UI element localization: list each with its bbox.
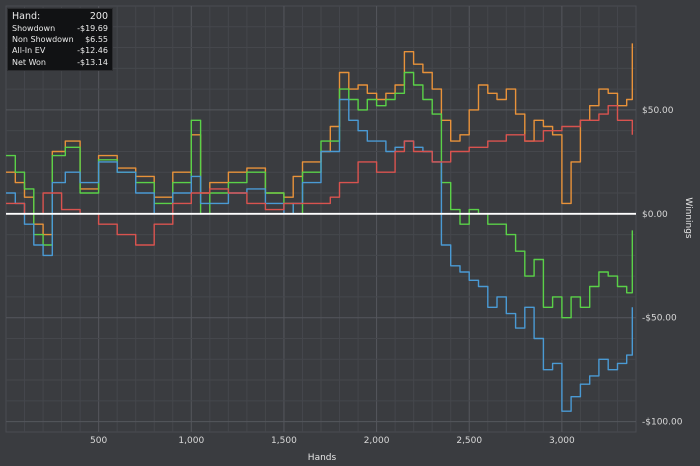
y-tick-label: -$50.00: [642, 314, 677, 324]
x-axis-label: Hands: [308, 453, 337, 463]
all-in-ev-value: -$12.46: [77, 46, 108, 56]
x-tick-label: 2,500: [456, 436, 482, 446]
x-tick-label: 3,000: [549, 436, 575, 446]
hand-value: 200: [89, 11, 108, 22]
net-won-label: Net Won: [12, 57, 46, 67]
x-tick-label: 1,000: [178, 436, 204, 446]
showdown-value: -$19.69: [77, 24, 108, 33]
series-line-4[interactable]: [6, 105, 633, 246]
x-tick-label: 500: [90, 436, 107, 446]
y-tick-label: $50.00: [642, 106, 674, 116]
y-tick-label: $0.00: [642, 210, 668, 220]
hand-summary-box: Hand: 200 Showdown -$19.69 Non Showdown …: [7, 8, 113, 71]
y-axis-label: Winnings: [683, 197, 693, 239]
series-lines[interactable]: [6, 43, 636, 412]
showdown-row: Showdown -$19.69: [12, 23, 108, 34]
x-tick-label: 2,000: [364, 436, 390, 446]
non-showdown-row: Non Showdown $6.55: [12, 34, 108, 45]
series-line-2[interactable]: [6, 71, 633, 319]
hand-label: Hand:: [12, 11, 41, 22]
x-tick-label: 1,500: [271, 436, 297, 446]
non-showdown-value: $6.55: [85, 35, 108, 45]
non-showdown-label: Non Showdown: [12, 35, 74, 45]
all-in-ev-row: All-In EV -$12.46: [12, 45, 108, 56]
series-line-1[interactable]: [6, 43, 633, 236]
net-won-value: -$13.14: [77, 57, 108, 67]
y-tick-label: -$100.00: [642, 418, 683, 428]
axis-ticks: 500 1,000 1,500 2,000 2,500 3,000 $50.00 $0.00 -…: [90, 106, 683, 446]
all-in-ev-label: All-In EV: [12, 46, 46, 56]
hand-row: Hand: 200: [12, 11, 108, 23]
net-won-row: Net Won -$13.14: [12, 57, 108, 68]
showdown-label: Showdown: [12, 24, 56, 33]
series-line-3[interactable]: [6, 98, 633, 412]
